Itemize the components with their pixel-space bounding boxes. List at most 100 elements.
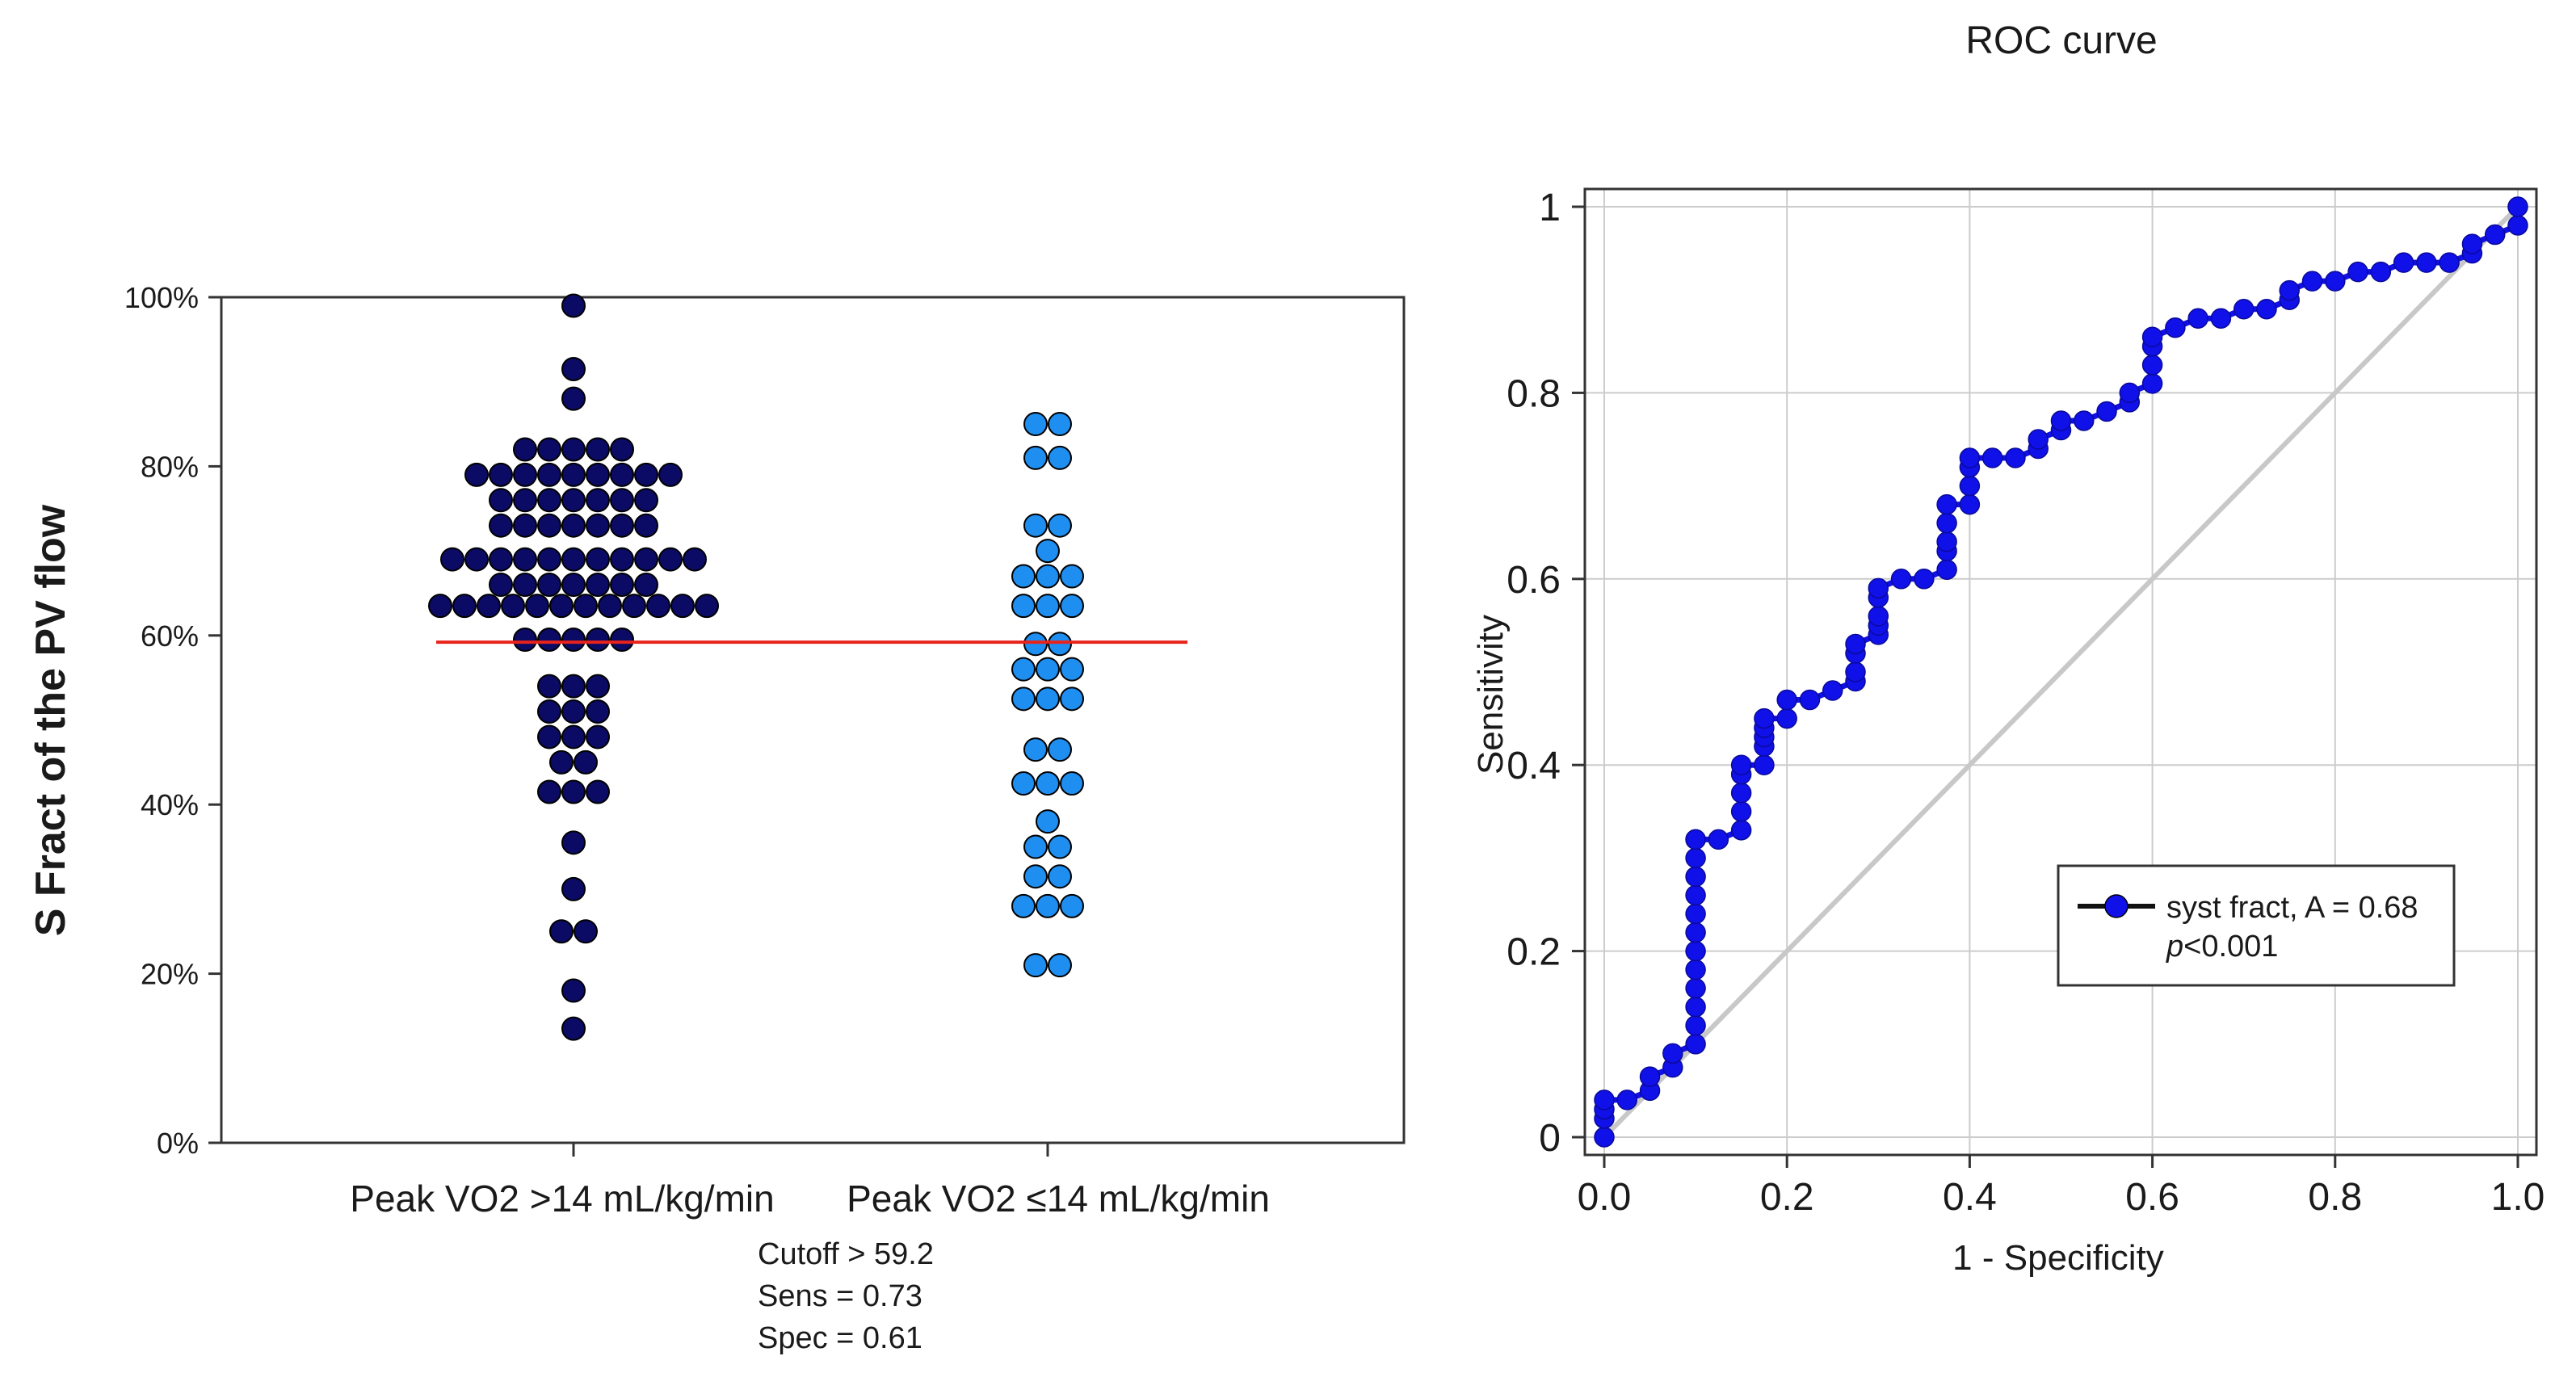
data-point-high-vo2: [513, 488, 537, 513]
data-point-low-vo2: [1048, 953, 1072, 978]
data-point-low-vo2: [1048, 864, 1072, 889]
roc-data-point: [1594, 1090, 1615, 1111]
roc-data-point: [2507, 196, 2528, 217]
data-point-low-vo2: [1060, 564, 1084, 589]
data-point-low-vo2: [1060, 594, 1084, 619]
roc-data-point: [2439, 252, 2460, 273]
data-point-high-vo2: [574, 749, 598, 775]
legend-box: [2057, 864, 2456, 987]
legend: syst fract, A = 0.68 p<0.001: [2057, 864, 2456, 987]
data-point-high-vo2: [561, 386, 586, 411]
left-y-axis: 0% 20% 40% 60% 80% 100%: [124, 281, 221, 1160]
data-point-high-vo2: [537, 572, 561, 597]
data-point-low-vo2: [1036, 564, 1060, 589]
data-point-high-vo2: [622, 594, 646, 619]
roc-data-point: [1868, 606, 1889, 627]
roc-data-point: [2370, 261, 2392, 283]
roc-data-point: [2325, 271, 2346, 292]
data-point-high-vo2: [561, 513, 586, 538]
roc-data-point: [1730, 754, 1752, 775]
roc-data-point: [1730, 820, 1752, 841]
data-point-high-vo2: [586, 488, 610, 513]
roc-data-point: [1799, 689, 1821, 711]
roc-x-axis-title: 1 - Specificity: [1952, 1238, 2164, 1278]
left-y-tick-label: 40%: [141, 788, 199, 821]
roc-data-point: [1936, 559, 1957, 581]
data-point-high-vo2: [537, 437, 561, 462]
roc-x-tick-label: 0.8: [2308, 1176, 2362, 1219]
data-point-low-vo2: [1036, 594, 1060, 619]
data-point-high-vo2: [561, 437, 586, 462]
roc-x-tick-label: 0.6: [2125, 1176, 2179, 1219]
data-point-low-vo2: [1036, 893, 1060, 918]
roc-data-point: [1822, 680, 1843, 701]
data-point-high-vo2: [489, 488, 513, 513]
roc-x-tick-label: 0.0: [1578, 1176, 1632, 1219]
data-point-high-vo2: [610, 437, 634, 462]
left-y-axis-title: S Fract of the PV flow: [27, 504, 74, 936]
left-y-tick-label: 80%: [141, 450, 199, 483]
legend-marker-swatch: [2104, 894, 2128, 918]
dot-plot-chart: S Fract of the PV flow 0% 20% 40% 60% 80% 100…: [27, 281, 1406, 1355]
data-point-high-vo2: [561, 293, 586, 318]
data-point-high-vo2: [549, 594, 574, 619]
data-point-high-vo2: [452, 594, 477, 619]
data-point-low-vo2: [1011, 594, 1036, 619]
roc-data-point: [2507, 215, 2528, 236]
data-point-low-vo2: [1036, 686, 1060, 712]
legend-pvalue-rest: <0.001: [2183, 930, 2278, 964]
roc-data-point: [2301, 271, 2323, 292]
left-x-tick-label-2: Peak VO2 ≤14 mL/kg/min: [847, 1178, 1270, 1220]
roc-y-axis-title: Sensitivity: [1471, 615, 1511, 775]
data-point-high-vo2: [561, 876, 586, 901]
roc-chart: ROC curve 0 0.2 0.4 0.6 0.8 1 0.0 0.2 0.4 0.6 0.8…: [1471, 19, 2544, 1278]
data-point-low-vo2: [1048, 513, 1072, 538]
roc-data-point: [1936, 512, 1957, 534]
data-point-low-vo2: [1036, 809, 1060, 834]
data-point-low-vo2: [1011, 771, 1036, 796]
data-point-high-vo2: [537, 674, 561, 699]
roc-data-point: [1776, 707, 1797, 729]
roc-data-point: [2050, 410, 2072, 431]
roc-data-point: [2141, 355, 2163, 376]
roc-data-point: [1708, 829, 1729, 850]
roc-data-point: [2028, 429, 2049, 450]
data-point-high-vo2: [586, 674, 610, 699]
data-point-high-vo2: [489, 513, 513, 538]
roc-data-point: [1685, 940, 1706, 962]
roc-data-point: [1959, 447, 1981, 468]
data-point-high-vo2: [610, 628, 634, 653]
roc-data-point: [2187, 308, 2208, 329]
roc-y-tick-label: 0.4: [1507, 745, 1561, 787]
data-point-high-vo2: [586, 513, 610, 538]
roc-data-point: [1914, 569, 1935, 590]
data-point-high-vo2: [537, 699, 561, 724]
roc-data-point: [1730, 783, 1752, 804]
roc-data-point: [1959, 493, 1981, 515]
roc-data-point: [1845, 633, 1866, 655]
left-plot-frame: [220, 296, 1406, 1144]
data-point-high-vo2: [464, 462, 489, 487]
roc-data-point: [1754, 707, 1775, 729]
roc-y-tick-label: 1: [1539, 187, 1561, 229]
roc-data-point: [1730, 801, 1752, 822]
data-point-high-vo2: [501, 594, 525, 619]
data-point-high-vo2: [561, 978, 586, 1003]
roc-plot-frame: [1583, 187, 2538, 1157]
roc-data-point: [2279, 279, 2300, 301]
data-point-high-vo2: [610, 462, 634, 487]
roc-data-point: [1754, 754, 1775, 775]
data-point-high-vo2: [537, 547, 561, 572]
roc-y-tick-label: 0: [1539, 1117, 1561, 1160]
annotation-specificity: Spec = 0.61: [758, 1321, 922, 1355]
left-x-axis: Peak VO2 >14 mL/kg/min Peak VO2 ≤14 mL/k…: [350, 1143, 1270, 1220]
roc-data-point: [2096, 401, 2117, 422]
data-point-high-vo2: [610, 547, 634, 572]
roc-data-point: [1685, 829, 1706, 850]
legend-label: syst fract, A = 0.68: [2166, 891, 2418, 925]
data-point-low-vo2: [1023, 953, 1048, 978]
data-point-high-vo2: [537, 628, 561, 653]
data-point-high-vo2: [513, 572, 537, 597]
roc-data-point: [1685, 847, 1706, 869]
cutoff-annotations: Cutoff > 59.2 Sens = 0.73 Spec = 0.61: [758, 1237, 934, 1355]
